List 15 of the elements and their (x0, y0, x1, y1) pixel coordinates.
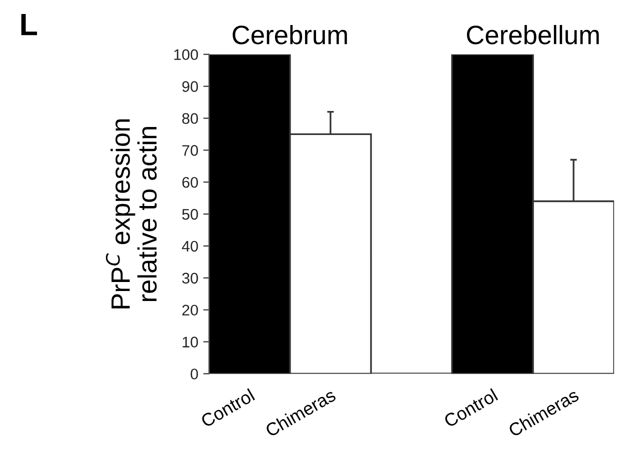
y-tick-label: 10 (182, 336, 198, 348)
text: L (21, 14, 38, 36)
y-tick-label: 20 (182, 304, 198, 316)
y-tick-label: 60 (182, 176, 198, 188)
y-tick-label: 100 (174, 49, 198, 60)
y-tick-label: 70 (182, 145, 198, 156)
y-tick-label: 40 (182, 240, 198, 252)
y-axis-title: PrP$^{C}$ expression relative to actin (106, 119, 157, 308)
y-tick-label: 90 (182, 81, 198, 92)
y-tick-label: 30 (182, 272, 198, 284)
y-tick-label: 50 (182, 208, 198, 220)
y-tick-label: 0 (190, 368, 198, 380)
y-tick-label: 80 (182, 113, 198, 124)
text: Cerebellum (466, 24, 599, 44)
text: Cerebrum (232, 24, 347, 44)
